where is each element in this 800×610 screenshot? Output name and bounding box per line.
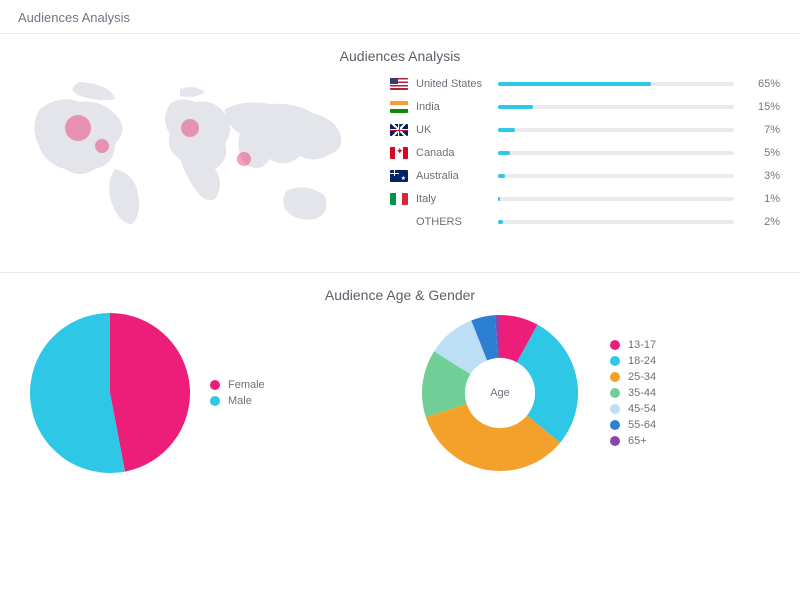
legend-item: 13-17	[610, 339, 656, 351]
au-flag-icon	[390, 170, 408, 182]
map-bubble	[237, 152, 251, 166]
it-flag-icon	[390, 193, 408, 205]
legend-item: 65+	[610, 435, 656, 447]
legend-swatch	[610, 436, 620, 446]
country-pct: 5%	[746, 147, 780, 159]
country-bar	[498, 128, 734, 132]
age-gender-panel: Female Male Age 13-17 18-24 25-34 35-44 45-54…	[0, 313, 800, 483]
legend-label: Female	[228, 379, 265, 391]
us-flag-icon	[390, 78, 408, 90]
world-map	[20, 74, 360, 254]
country-row: Italy 1%	[390, 193, 780, 205]
country-label: Italy	[416, 193, 498, 205]
legend-swatch	[210, 396, 220, 406]
audiences-panel: United States 65% India 15% UK 7% Canada 5% Aust…	[0, 74, 800, 273]
country-pct: 2%	[746, 216, 780, 228]
legend-item: 25-34	[610, 371, 656, 383]
legend-label: Male	[228, 395, 252, 407]
legend-label: 25-34	[628, 371, 656, 383]
pie-slice	[110, 313, 190, 472]
legend-item: 18-24	[610, 355, 656, 367]
country-row: Canada 5%	[390, 147, 780, 159]
gender-chart: Female Male	[30, 313, 400, 473]
country-row: UK 7%	[390, 124, 780, 136]
gender-legend: Female Male	[210, 375, 265, 411]
country-row: Australia 3%	[390, 170, 780, 182]
country-row: OTHERS 2%	[390, 216, 780, 228]
age-legend: 13-17 18-24 25-34 35-44 45-54 55-64 65+	[610, 335, 656, 451]
legend-swatch	[610, 404, 620, 414]
age-donut-center-label: Age	[490, 387, 510, 399]
legend-swatch	[610, 340, 620, 350]
legend-item: 45-54	[610, 403, 656, 415]
legend-item: Male	[210, 395, 265, 407]
map-bubble	[181, 119, 199, 137]
map-bubble	[65, 115, 91, 141]
in-flag-icon	[390, 101, 408, 113]
country-pct: 65%	[746, 78, 780, 90]
legend-swatch	[610, 372, 620, 382]
country-label: OTHERS	[416, 216, 498, 228]
gender-pie	[30, 313, 190, 473]
legend-label: 18-24	[628, 355, 656, 367]
country-pct: 15%	[746, 101, 780, 113]
legend-item: 55-64	[610, 419, 656, 431]
legend-label: 35-44	[628, 387, 656, 399]
legend-label: 45-54	[628, 403, 656, 415]
country-bar	[498, 220, 734, 224]
page-title: Audiences Analysis	[0, 0, 800, 34]
legend-item: 35-44	[610, 387, 656, 399]
legend-swatch	[610, 388, 620, 398]
map-bubble	[95, 139, 109, 153]
legend-swatch	[610, 356, 620, 366]
country-label: UK	[416, 124, 498, 136]
country-label: Canada	[416, 147, 498, 159]
country-bar	[498, 174, 734, 178]
country-bar	[498, 151, 734, 155]
legend-swatch	[210, 380, 220, 390]
country-label: United States	[416, 78, 498, 90]
legend-label: 55-64	[628, 419, 656, 431]
country-bar	[498, 197, 734, 201]
country-bar	[498, 82, 734, 86]
uk-flag-icon	[390, 124, 408, 136]
ca-flag-icon	[390, 147, 408, 159]
country-bar	[498, 105, 734, 109]
legend-label: 13-17	[628, 339, 656, 351]
country-label: India	[416, 101, 498, 113]
age-gender-section-title: Audience Age & Gender	[0, 273, 800, 313]
country-pct: 1%	[746, 193, 780, 205]
country-row: India 15%	[390, 101, 780, 113]
none-flag-icon	[390, 216, 408, 228]
country-list: United States 65% India 15% UK 7% Canada 5% Aust…	[360, 74, 780, 254]
country-label: Australia	[416, 170, 498, 182]
audiences-section-title: Audiences Analysis	[0, 34, 800, 74]
country-pct: 3%	[746, 170, 780, 182]
country-pct: 7%	[746, 124, 780, 136]
age-chart: Age 13-17 18-24 25-34 35-44 45-54 55-64 65+	[400, 313, 770, 473]
legend-label: 65+	[628, 435, 647, 447]
legend-swatch	[610, 420, 620, 430]
legend-item: Female	[210, 379, 265, 391]
country-row: United States 65%	[390, 78, 780, 90]
